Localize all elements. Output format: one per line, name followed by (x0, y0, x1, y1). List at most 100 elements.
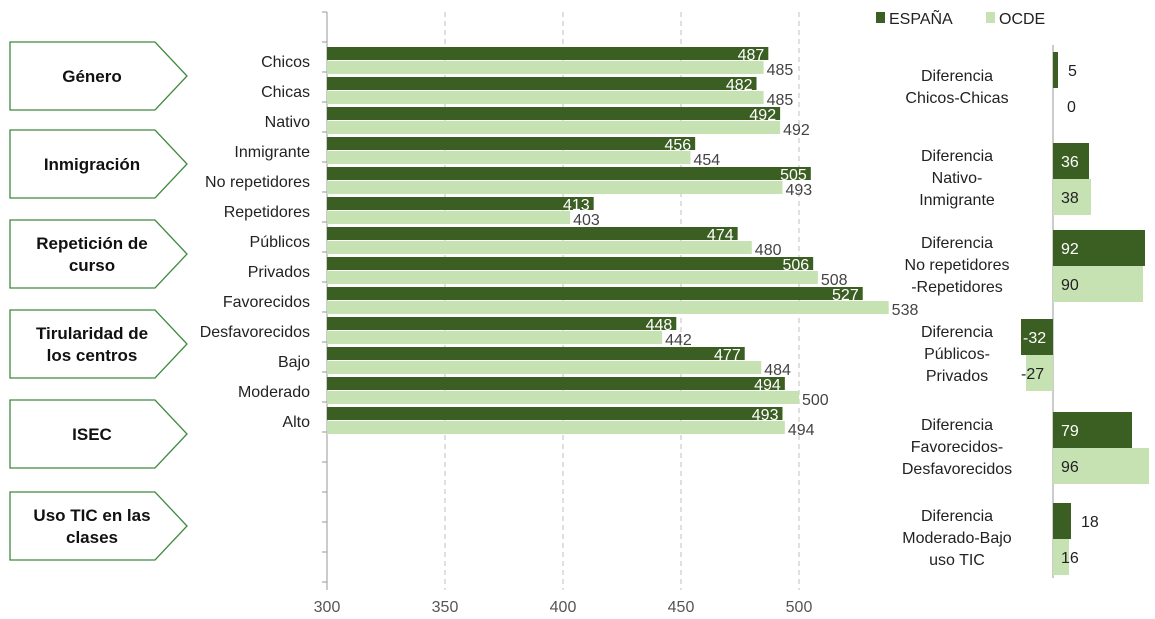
diff-label-espana: 5 (1068, 63, 1077, 80)
category-label-line: clases (66, 528, 118, 547)
diff-bar-espana (1021, 319, 1053, 355)
bar-ocde (327, 151, 691, 164)
diff-category-label-line: Privados (926, 368, 988, 385)
bar-ocde (327, 271, 818, 284)
data-label-espana: 456 (664, 137, 691, 154)
category-label: Uso TIC en las clases (33, 506, 150, 547)
diff-category-label-line: Moderado-Bajo (902, 530, 1012, 547)
diff-category-label-line: Diferencia (921, 68, 993, 85)
bar-espana (327, 107, 781, 120)
category-arrow-box (9, 309, 188, 379)
data-label-espana: 493 (752, 407, 779, 424)
category-arrow-box (9, 41, 188, 111)
diff-category-label-line: Nativo- (932, 170, 983, 187)
diff-category-label: Diferencia Favorecidos- Desfavorecidos (902, 417, 1012, 478)
row-label: No repetidores (205, 174, 310, 191)
data-label-ocde: 485 (767, 92, 794, 109)
row-label: Nativo (265, 114, 310, 131)
row-label: Privados (248, 264, 310, 281)
diff-category-label: Diferencia Moderado-Bajo uso TIC (902, 508, 1012, 569)
diff-label-ocde: 0 (1067, 99, 1076, 116)
diff-category-label-line: Desfavorecidos (902, 461, 1012, 478)
category-label-line: Tirularidad de (36, 324, 148, 343)
bar-ocde (327, 331, 663, 344)
data-label-ocde: 442 (665, 332, 692, 349)
data-label-espana: 505 (780, 167, 807, 184)
category-arrow-box (9, 399, 188, 469)
bar-espana (327, 167, 811, 180)
category-label-line: Uso TIC en las (33, 506, 150, 525)
data-label-ocde: 484 (764, 362, 791, 379)
legend-swatch-espana (876, 12, 885, 23)
category-label-line: Género (62, 67, 122, 86)
diff-label-espana: 18 (1081, 514, 1099, 531)
bar-ocde (327, 361, 762, 374)
x-tick-label: 400 (550, 599, 577, 616)
row-label: Favorecidos (223, 294, 310, 311)
legend-label-ocde: OCDE (999, 11, 1045, 28)
data-label-espana: 492 (749, 107, 776, 124)
data-label-ocde: 494 (788, 422, 815, 439)
bar-ocde (327, 391, 799, 404)
diff-category-label: Diferencia Públicos- Privados (921, 324, 993, 385)
diff-category-label-line: No repetidores (905, 257, 1010, 274)
x-tick-label: 300 (314, 599, 341, 616)
diff-category-label-line: -Repetidores (911, 279, 1003, 296)
bar-espana (327, 347, 745, 360)
data-label-ocde: 508 (821, 272, 848, 289)
diff-bar-espana (1053, 143, 1089, 179)
legend-swatch-ocde (986, 12, 995, 23)
bar-ocde (327, 421, 785, 434)
data-label-ocde: 538 (892, 302, 919, 319)
category-label: Tirularidad de los centros (36, 324, 148, 365)
row-label: Repetidores (224, 204, 310, 221)
diff-bar-ocde (1026, 355, 1053, 391)
data-label-espana: 482 (726, 77, 753, 94)
data-label-espana: 448 (646, 317, 673, 334)
diff-label-espana: -32 (1023, 330, 1046, 347)
category-arrow-box (9, 491, 188, 561)
diff-category-label-line: Inmigrante (919, 192, 995, 209)
diff-category-label-line: Diferencia (921, 417, 993, 434)
category-label: Repetición de curso (36, 234, 147, 275)
row-label: Moderado (238, 384, 310, 401)
data-label-espana: 487 (738, 47, 765, 64)
category-label-line: curso (69, 256, 115, 275)
diff-category-label-line: Diferencia (921, 235, 993, 252)
data-label-ocde: 454 (693, 152, 720, 169)
diff-bar-ocde (1053, 539, 1069, 575)
bar-ocde (327, 121, 781, 134)
diff-bar-espana (1053, 503, 1071, 539)
bar-espana (327, 377, 785, 390)
diff-category-label: Diferencia Nativo- Inmigrante (919, 148, 995, 209)
data-label-ocde: 493 (785, 182, 812, 199)
row-label: Públicos (250, 234, 310, 251)
category-label-line: los centros (47, 346, 138, 365)
data-label-ocde: 480 (755, 242, 782, 259)
bar-espana (327, 227, 738, 240)
data-label-espana: 477 (714, 347, 741, 364)
bar-espana (327, 47, 769, 60)
bar-espana (327, 407, 783, 420)
bar-espana (327, 77, 757, 90)
row-label: Desfavorecidos (200, 324, 310, 341)
row-label: Chicos (261, 54, 310, 71)
bar-espana (327, 287, 863, 300)
data-label-ocde: 485 (767, 62, 794, 79)
diff-category-label-line: uso TIC (929, 552, 985, 569)
data-label-ocde: 403 (573, 212, 600, 229)
diff-bar-espana (1053, 52, 1058, 88)
diff-category-label-line: Chicos-Chicas (905, 90, 1008, 107)
bar-ocde (327, 241, 752, 254)
diff-category-label-line: Diferencia (921, 324, 993, 341)
diff-category-label-line: Diferencia (921, 148, 993, 165)
bar-ocde (327, 61, 764, 74)
row-label: Bajo (278, 354, 310, 371)
data-label-ocde: 500 (802, 392, 829, 409)
data-label-espana: 413 (563, 197, 590, 214)
legend-label-espana: ESPAÑA (889, 8, 953, 28)
category-label-line: Inmigración (44, 155, 140, 174)
diff-category-label-line: Diferencia (921, 508, 993, 525)
bar-espana (327, 137, 696, 150)
diff-category-label: Diferencia Chicos-Chicas (905, 68, 1008, 107)
